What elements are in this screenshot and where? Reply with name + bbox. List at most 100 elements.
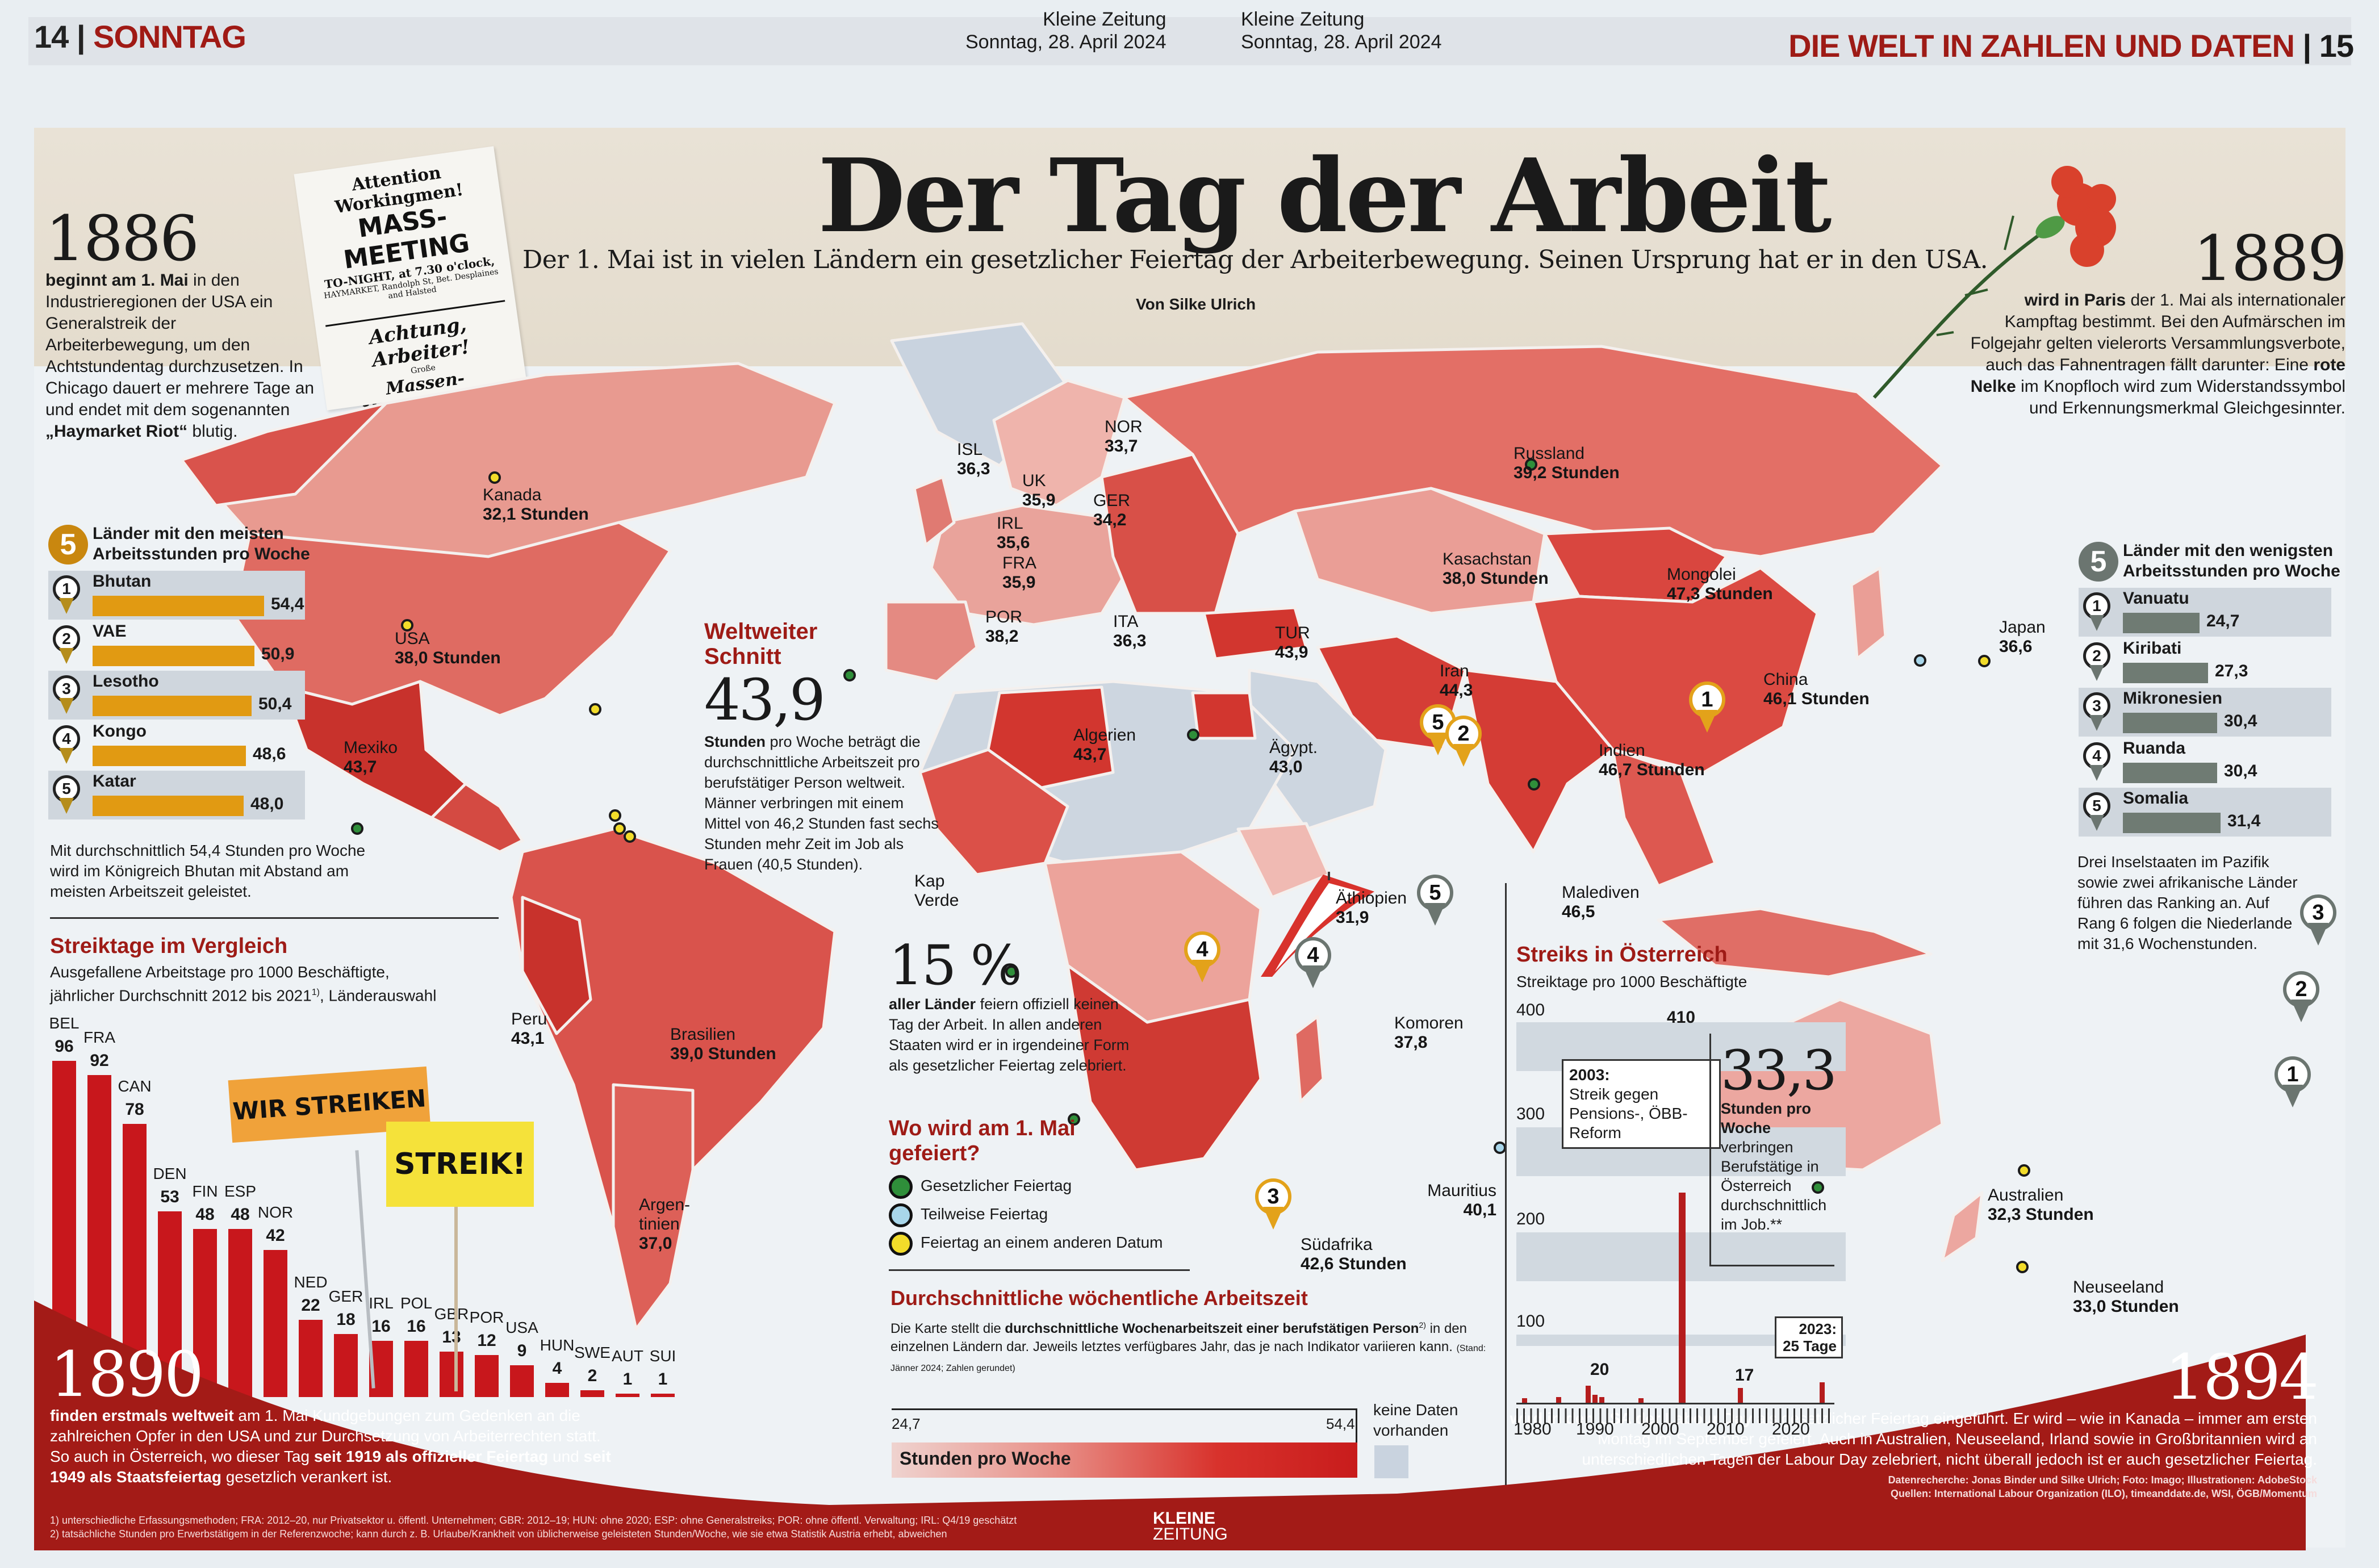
holiday-marker-partial[interactable]: [1914, 654, 1926, 667]
holiday-marker-partial[interactable]: [1494, 1141, 1506, 1154]
bar-value: 78: [125, 1100, 144, 1119]
map-southern-africa: [1066, 964, 1262, 1172]
most-hours-header: 5 Länder mit den meisten Arbeitsstunden …: [48, 522, 321, 568]
rank-pin-icon: 5: [2083, 792, 2110, 832]
text-1889-bold: wird in Paris: [2024, 291, 2126, 310]
hours-bar: [2123, 613, 2200, 633]
legend-items: Gesetzlicher Feiertag Teilweise Feiertag…: [889, 1172, 1207, 1257]
country-name: ISL: [957, 440, 983, 459]
rank-pin-least-5[interactable]: 5: [1417, 875, 1453, 926]
country-name: Mikronesien: [2123, 689, 2223, 708]
rank-pin-most-4[interactable]: 4: [1184, 931, 1220, 982]
least-hours-header: 5 Länder mit den wenigsten Arbeitsstunde…: [2079, 540, 2351, 585]
text-bold: aller Länder: [889, 996, 976, 1013]
bar-code: GBR: [434, 1305, 469, 1323]
hours-value: 48,0: [250, 795, 284, 813]
hours-value: 50,4: [258, 695, 292, 713]
rank-pin-most-1[interactable]: 1: [1689, 681, 1725, 733]
rank-pin-least-1[interactable]: 1: [2275, 1056, 2311, 1107]
right-paper-meta: Kleine Zeitung Sonntag, 28. April 2024: [1241, 8, 1442, 53]
country-value: 43,9: [1275, 643, 1308, 662]
bar-value: 16: [371, 1317, 391, 1336]
country-name: Brasilien: [670, 1025, 736, 1044]
map-label-nor: NOR 33,7: [1105, 417, 1143, 456]
holiday-marker-other-date[interactable]: [589, 703, 601, 716]
map-label-fra: FRA 35,9: [1002, 554, 1036, 592]
holiday-marker-other-date[interactable]: [1978, 655, 1991, 667]
rank-pin-least-3[interactable]: 3: [2300, 894, 2336, 946]
label-line: keine Daten: [1373, 1401, 1458, 1419]
map-label-ger: GER 34,2: [1093, 491, 1130, 530]
scale-gradient-bar: Stunden pro Woche: [892, 1442, 1357, 1478]
pin-tip: [1697, 710, 1717, 733]
bar-code: ESP: [224, 1182, 257, 1200]
x-tick-label: 1990: [1576, 1420, 1614, 1439]
holiday-marker-other-date[interactable]: [2018, 1164, 2030, 1177]
country-name: Mauritius: [1427, 1181, 1496, 1200]
holiday-marker-other-date[interactable]: [613, 822, 626, 835]
bar-code: HUN: [540, 1336, 575, 1354]
text-body: feiern offiziell keinen Tag der Arbeit. …: [889, 996, 1130, 1074]
country-value: 33,0 Stunden: [2073, 1297, 2179, 1316]
bar-code: SWE: [574, 1344, 611, 1361]
least-hours-row: 5 Somalia 31,4: [2079, 788, 2331, 837]
holiday-marker-other-date[interactable]: [488, 471, 501, 484]
map-label-malediven: Malediven 46,5: [1562, 883, 1640, 922]
most-hours-row: 2 VAE 50,9: [48, 621, 305, 670]
holiday-marker-legal[interactable]: [1068, 1113, 1080, 1126]
map-alaska: [182, 402, 388, 507]
holiday-marker-legal[interactable]: [351, 822, 363, 835]
holiday-marker-legal[interactable]: [843, 669, 856, 681]
rank-pin-most-2[interactable]: 2: [1445, 716, 1482, 767]
footnote-ref: 1): [311, 988, 320, 997]
map-new-zealand: [1941, 1191, 1984, 1262]
country-value: 46,5: [1562, 902, 1595, 921]
bottom-red-band: [34, 1301, 2306, 1550]
holiday-marker-other-date[interactable]: [401, 619, 413, 632]
holiday-marker-legal[interactable]: [1525, 458, 1537, 471]
annotation-2003: 2003: Streik gegen Pensions-, ÖBB-Reform: [1562, 1059, 1721, 1149]
legend-item-partial-holiday: Teilweise Feiertag: [889, 1200, 1207, 1228]
country-value: 43,7: [344, 758, 377, 776]
bar-FIN: [193, 1229, 217, 1397]
pin-tip: [59, 748, 74, 764]
country-value: 36,3: [957, 459, 990, 478]
holiday-marker-other-date[interactable]: [2016, 1261, 2029, 1273]
country-name: POR: [985, 608, 1023, 626]
holiday-marker-other-date[interactable]: [624, 830, 636, 843]
pin-tip: [2089, 815, 2104, 831]
text-1889-body: der 1. Mai als internationaler Kampftag …: [1970, 291, 2345, 374]
holiday-marker-legal[interactable]: [1812, 1181, 1824, 1194]
heading-line: Weltweiter: [704, 619, 818, 644]
rank-pin-least-2[interactable]: 2: [2283, 971, 2319, 1022]
country-name: Kap Verde: [914, 872, 959, 910]
divider: [889, 1269, 1190, 1271]
holiday-marker-legal[interactable]: [1528, 778, 1540, 791]
country-name: Ruanda: [2123, 739, 2186, 758]
map-label-neuseeland: Neuseeland 33,0 Stunden: [2073, 1278, 2179, 1316]
y-tick-label: 300: [1516, 1105, 1545, 1123]
country-name: UK: [1022, 471, 1046, 490]
country-name: Russland: [1513, 444, 1585, 463]
map-legend-title: Durchschnittliche wöchentliche Arbeitsze…: [890, 1286, 1308, 1310]
hours-bar: [2123, 813, 2221, 833]
most-hours-row: 1 Bhutan 54,4: [48, 571, 305, 620]
least-hours-row: 4 Ruanda 30,4: [2079, 738, 2331, 787]
rank-pin-most-3[interactable]: 3: [1255, 1178, 1291, 1230]
map-algeria: [986, 685, 1115, 791]
holiday-marker-legal[interactable]: [1005, 965, 1018, 978]
world-average-heading: Weltweiter Schnitt: [704, 619, 943, 669]
pin-tip: [1453, 744, 1474, 767]
holiday-marker-legal[interactable]: [1187, 729, 1199, 741]
austria-strikes-title: Streiks in Österreich: [1516, 943, 1728, 967]
year-bar: [1592, 1395, 1598, 1403]
rank-pin-least-4[interactable]: 4: [1295, 937, 1331, 988]
credits-line: Datenrecherche: Jonas Binder und Silke U…: [1888, 1474, 2317, 1486]
yellow-circle-icon: [889, 1231, 913, 1256]
country-name: ITA: [1113, 612, 1139, 631]
bar-GBR: [440, 1352, 463, 1397]
text-bold: Stunden: [704, 733, 766, 750]
austria-strikes-header: Streiks in Österreich Streiktage pro 100…: [1516, 943, 1914, 991]
byline: Von Silke Ulrich: [1136, 295, 1256, 313]
holiday-marker-other-date[interactable]: [609, 809, 621, 822]
